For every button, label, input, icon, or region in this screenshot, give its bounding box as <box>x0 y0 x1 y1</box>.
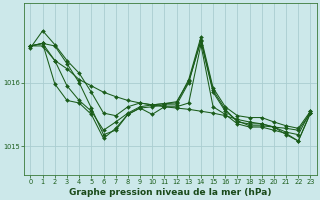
X-axis label: Graphe pression niveau de la mer (hPa): Graphe pression niveau de la mer (hPa) <box>69 188 272 197</box>
